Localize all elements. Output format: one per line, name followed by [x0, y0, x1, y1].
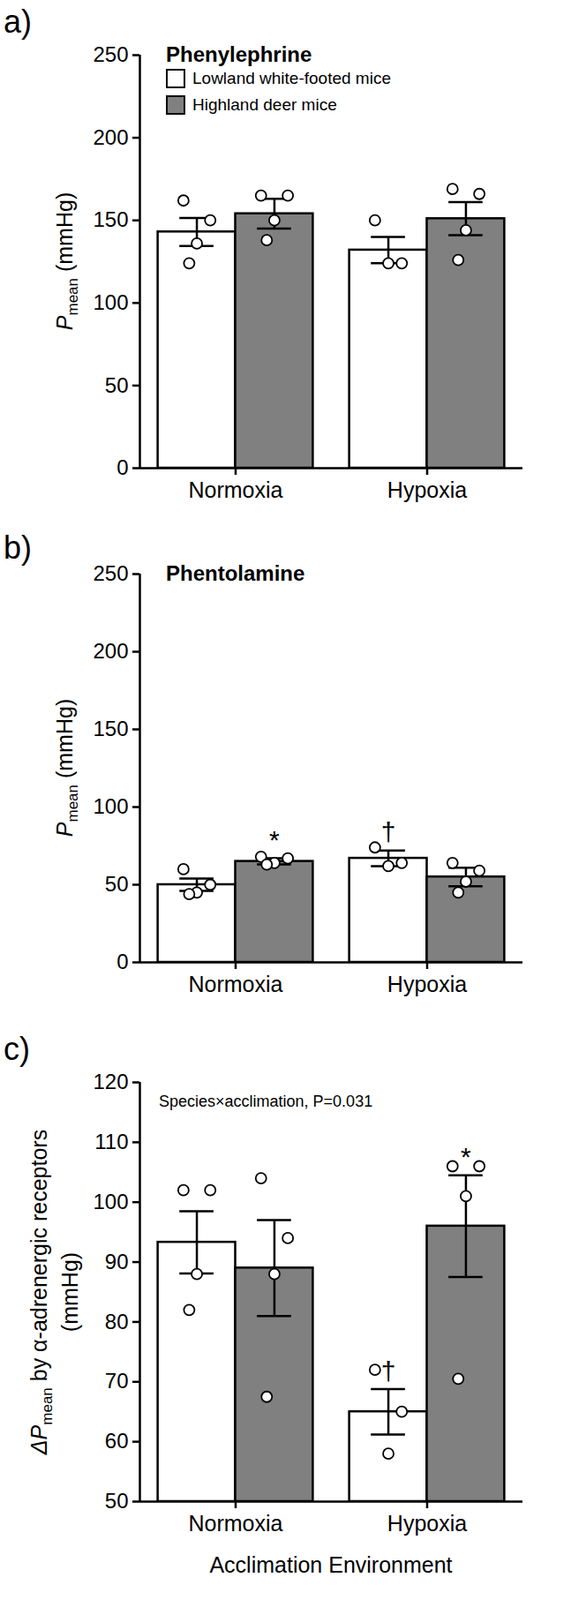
svg-text:100: 100: [92, 290, 128, 315]
svg-text:110: 110: [94, 1129, 128, 1154]
html-text:(mmHg): (mmHg): [52, 698, 78, 785]
svg-text:100: 100: [92, 1189, 128, 1214]
svg-text:0: 0: [116, 949, 128, 974]
svg-text:Hypoxia: Hypoxia: [387, 477, 467, 503]
html-text:Lowland white-footed mice: Lowland white-footed mice: [192, 68, 391, 88]
svg-text:50: 50: [105, 1488, 129, 1513]
html-text:by α-adrenergic receptors: by α-adrenergic receptors: [26, 1129, 52, 1388]
html-text:(mmHg): (mmHg): [52, 192, 78, 278]
html-text:Phentolamine: Phentolamine: [165, 561, 305, 586]
svg-text:120: 120: [92, 1069, 128, 1094]
html-text:mean: mean: [38, 1387, 56, 1425]
html-text:c): c): [3, 1030, 31, 1067]
svg-text:*: *: [460, 1141, 472, 1172]
svg-text:Hypoxia: Hypoxia: [387, 1510, 467, 1536]
svg-text:50: 50: [105, 871, 129, 896]
svg-text:Normoxia: Normoxia: [188, 477, 284, 503]
html-text:mean: mean: [64, 277, 82, 316]
svg-text:Normoxia: Normoxia: [188, 971, 284, 997]
svg-text:150: 150: [92, 207, 128, 232]
svg-text:†: †: [381, 1356, 397, 1386]
svg-text:150: 150: [92, 716, 128, 741]
html-text:ΔP: ΔP: [26, 1424, 52, 1455]
svg-text:200: 200: [92, 638, 128, 663]
svg-text:Normoxia: Normoxia: [188, 1510, 284, 1536]
svg-text:80: 80: [105, 1309, 129, 1334]
svg-text:90: 90: [105, 1249, 129, 1274]
html-text:b): b): [3, 529, 32, 566]
svg-text:60: 60: [105, 1428, 129, 1453]
svg-text:50: 50: [105, 373, 129, 398]
html-text:mean: mean: [64, 784, 82, 823]
svg-text:200: 200: [92, 125, 128, 150]
svg-text:†: †: [381, 817, 397, 847]
html-text:(mmHg): (mmHg): [57, 1251, 83, 1332]
svg-text:250: 250: [92, 42, 128, 67]
html-text:Acclimation Environment: Acclimation Environment: [209, 1552, 453, 1578]
html-text:Highland deer mice: Highland deer mice: [192, 95, 337, 114]
html-text:a): a): [3, 3, 32, 40]
svg-text:250: 250: [92, 561, 128, 586]
svg-text:0: 0: [116, 455, 128, 480]
svg-text:*: *: [269, 825, 280, 855]
svg-text:Hypoxia: Hypoxia: [387, 971, 467, 997]
svg-text:70: 70: [105, 1368, 129, 1393]
html-text:Phenylephrine: Phenylephrine: [165, 42, 312, 67]
html-text:Species×acclimation, P=0.031: Species×acclimation, P=0.031: [158, 1092, 373, 1111]
html-text:P: P: [52, 822, 78, 837]
svg-text:100: 100: [92, 794, 128, 819]
html-text:P: P: [52, 315, 78, 331]
